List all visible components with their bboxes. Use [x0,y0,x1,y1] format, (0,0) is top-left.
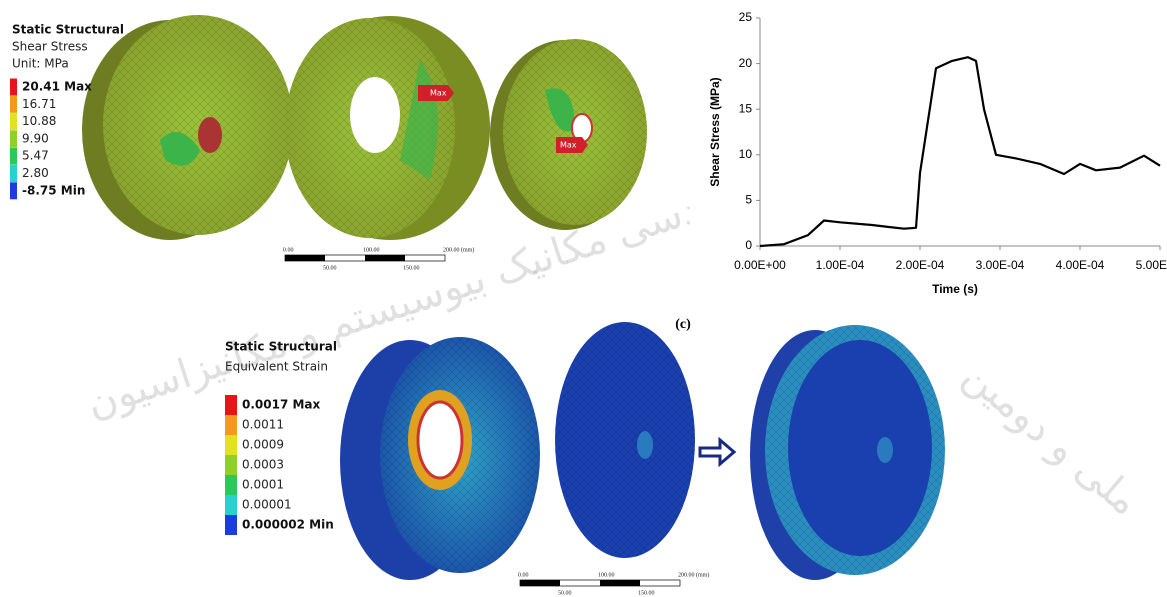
legend-label: 0.0001 [242,478,284,492]
strain-renders [340,322,945,580]
x-tick-label: 0.00E+00 [734,258,786,272]
legend-subtitle: Equivalent Strain [225,360,328,374]
legend-label: 9.90 [22,131,49,145]
scale-bar [285,255,445,261]
shear-stress-renders: Max Max [82,15,647,240]
x-tick-label: 2.00E-04 [896,258,945,272]
y-tick-label: 5 [745,193,752,207]
legend-label: 20.41 Max [22,80,92,94]
y-tick-label: 10 [739,147,753,161]
legend-label: 0.000002 Min [242,518,334,532]
legend-swatch [225,495,237,515]
legend-label: 10.88 [22,114,56,128]
legend-swatch [10,79,17,96]
y-axis-label: Shear Stress (MPa) [708,77,722,186]
legend-label: 2.80 [22,166,49,180]
legend-title: Static Structural [12,23,124,37]
scale-label: 0.00 [283,247,294,253]
legend-label: 0.00001 [242,498,292,512]
y-tick-label: 15 [739,101,753,115]
scale-label: 150.00 [403,265,420,271]
scale-label: 50.00 [323,265,337,271]
legend-swatch [10,182,17,199]
scale-label: 100.00 [363,247,380,253]
scale-label: 50.00 [558,590,572,596]
legend-title: Static Structural [225,340,337,354]
scale-bar [520,580,680,586]
legend-swatch [225,455,237,475]
x-tick-label: 4.00E-04 [1056,258,1105,272]
legend-label: 16.71 [22,97,56,111]
scale-label: 100.00 [598,572,615,578]
legend-swatch [10,113,17,130]
x-tick-label: 1.00E-04 [816,258,865,272]
legend-label: 5.47 [22,149,49,163]
scale-label: 150.00 [638,590,655,596]
legend-unit: Unit: MPa [12,57,69,71]
figure: مهندسی مکانیک بیوسیستم و مکانیزاسیون ملی… [0,0,1167,597]
chart-background [690,0,1167,300]
y-tick-label: 25 [739,10,753,24]
caption: (c) [675,317,691,332]
x-tick-label: 5.00E-04 [1136,258,1167,272]
legend-subtitle: Shear Stress [12,40,88,54]
legend-swatch [225,515,237,535]
legend-label: 0.0003 [242,458,284,472]
legend-swatch [10,130,17,147]
y-tick-label: 0 [745,238,752,252]
x-tick-label: 3.00E-04 [976,258,1025,272]
max-marker: Max [560,141,577,150]
legend-swatch [10,165,17,182]
legend-label: 0.0011 [242,418,284,432]
legend-swatch [10,96,17,113]
legend-label: -8.75 Min [22,183,85,197]
scale-label: 200.00 (mm) [443,246,474,253]
legend-swatch [225,475,237,495]
max-marker: Max [430,89,447,98]
legend-label: 0.0017 Max [242,398,321,412]
legend-swatch [225,395,237,415]
scale-label: 0.00 [518,572,529,578]
legend-swatch [10,148,17,165]
legend-swatch [225,435,237,455]
y-tick-label: 20 [739,56,753,70]
scale-label: 200.00 (mm) [678,571,709,578]
x-axis-label: Time (s) [932,282,978,296]
watermark-text: ملی و دومین [955,352,1148,525]
legend-label: 0.0009 [242,438,284,452]
legend-swatch [225,415,237,435]
